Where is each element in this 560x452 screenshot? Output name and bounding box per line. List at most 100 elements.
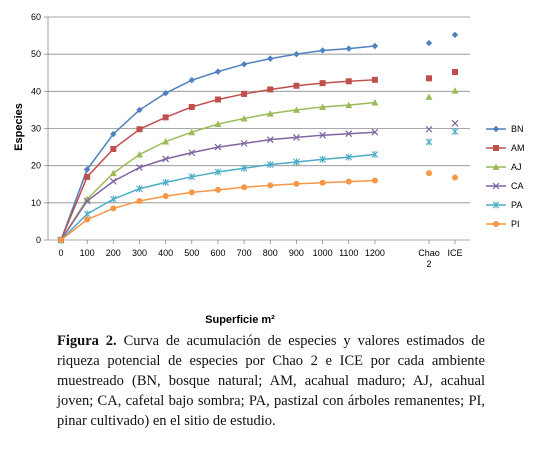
legend-item-bn: BN <box>486 124 524 134</box>
data-point <box>214 186 221 193</box>
series-pi <box>58 170 458 243</box>
series-bn <box>57 31 459 244</box>
data-point <box>214 143 222 151</box>
data-point <box>293 133 300 141</box>
y-tick-label: 60 <box>31 12 41 22</box>
data-point <box>319 80 326 87</box>
data-point <box>240 139 248 147</box>
data-point <box>188 103 195 110</box>
y-axis-ticks: 0 10 20 30 40 50 60 <box>31 12 48 245</box>
chao2-point <box>425 138 433 146</box>
data-point <box>292 106 300 113</box>
x-tick-label: 1200 <box>365 248 385 258</box>
figure-caption: Figura 2. Curva de acumulación de especi… <box>57 331 485 431</box>
data-point <box>188 149 196 157</box>
x-tick-label-ice: ICE <box>447 248 462 258</box>
data-point <box>214 96 221 103</box>
data-point <box>188 76 195 84</box>
x-tick-label: 200 <box>106 248 121 258</box>
data-point <box>240 61 248 68</box>
data-point <box>110 145 117 152</box>
data-point <box>162 155 170 163</box>
x-tick-label: 900 <box>289 248 304 258</box>
x-axis-ticks: 0 100 200 300 400 500 600 700 800 900 1000 1100 1200… <box>58 240 463 269</box>
data-point <box>83 210 91 218</box>
data-point <box>83 166 91 173</box>
data-point <box>267 55 274 62</box>
data-point <box>188 173 196 181</box>
marker-stroke <box>371 128 379 136</box>
y-tick-label: 40 <box>31 86 41 96</box>
caption-label: Figura 2. <box>57 333 117 349</box>
marker-stroke <box>109 177 117 185</box>
marker-stroke <box>136 164 143 171</box>
data-point <box>135 151 143 158</box>
x-tick-label: 400 <box>158 248 173 258</box>
marker-stroke <box>425 125 433 133</box>
y-tick-label: 20 <box>31 161 41 171</box>
marker-stroke <box>266 136 274 144</box>
legend-label: AM <box>511 143 525 153</box>
data-point <box>345 153 353 161</box>
marker-stroke <box>492 182 500 190</box>
data-point <box>241 184 248 191</box>
data-point <box>162 178 170 186</box>
marker-stroke <box>162 155 170 163</box>
legend-item-pa: PA <box>486 200 522 210</box>
marker-stroke <box>188 149 196 157</box>
series-ca <box>57 119 459 244</box>
data-point <box>84 216 91 223</box>
data-point <box>293 158 300 166</box>
ice-point <box>451 119 459 127</box>
legend-label: PA <box>511 200 522 210</box>
x-tick-label: 100 <box>80 248 95 258</box>
legend-swatch-marker <box>492 201 500 209</box>
marker-stroke <box>345 130 353 138</box>
legend-swatch-marker <box>493 145 499 151</box>
species-accumulation-chart: 0 10 20 30 40 50 60 0 100 200 300 400 500 600 700 800 9… <box>13 12 525 326</box>
ice-point <box>452 69 458 76</box>
x-tick-label: 700 <box>237 248 252 258</box>
legend-item-ca: CA <box>486 181 524 191</box>
y-tick-label: 50 <box>31 49 41 59</box>
series-aj <box>57 87 459 243</box>
ice-point <box>452 174 458 181</box>
data-point <box>345 78 352 85</box>
legend-label: PI <box>511 219 520 229</box>
y-tick-label: 10 <box>31 198 41 208</box>
marker-stroke <box>240 139 248 147</box>
data-point <box>136 197 143 204</box>
data-point <box>162 114 169 121</box>
data-point <box>319 131 327 139</box>
data-point <box>371 98 379 106</box>
legend-label: AJ <box>511 162 522 172</box>
data-point <box>110 130 117 138</box>
data-point <box>319 103 327 110</box>
data-point <box>84 173 91 180</box>
data-point <box>136 164 143 171</box>
ice-point <box>451 127 459 135</box>
data-point <box>319 47 326 54</box>
data-point <box>266 136 274 144</box>
data-point <box>136 106 143 114</box>
data-point <box>136 185 143 193</box>
y-axis-title: Especies <box>13 103 25 151</box>
x-axis-title: Superficie m² <box>205 314 275 326</box>
data-point <box>240 164 248 172</box>
chao2-point <box>425 39 433 47</box>
data-point <box>293 82 300 89</box>
data-point <box>109 195 117 203</box>
data-point <box>345 101 353 109</box>
x-tick-label-part: 2 <box>426 259 431 269</box>
y-tick-label: 0 <box>36 235 41 245</box>
data-point <box>345 130 353 138</box>
data-point <box>371 177 378 184</box>
marker-stroke <box>83 197 91 205</box>
data-point <box>162 193 169 200</box>
data-point <box>371 151 379 159</box>
legend-label: CA <box>511 181 524 191</box>
data-point <box>109 177 117 185</box>
marker-stroke <box>293 133 300 141</box>
x-tick-label: 300 <box>132 248 147 258</box>
data-point <box>240 114 248 122</box>
